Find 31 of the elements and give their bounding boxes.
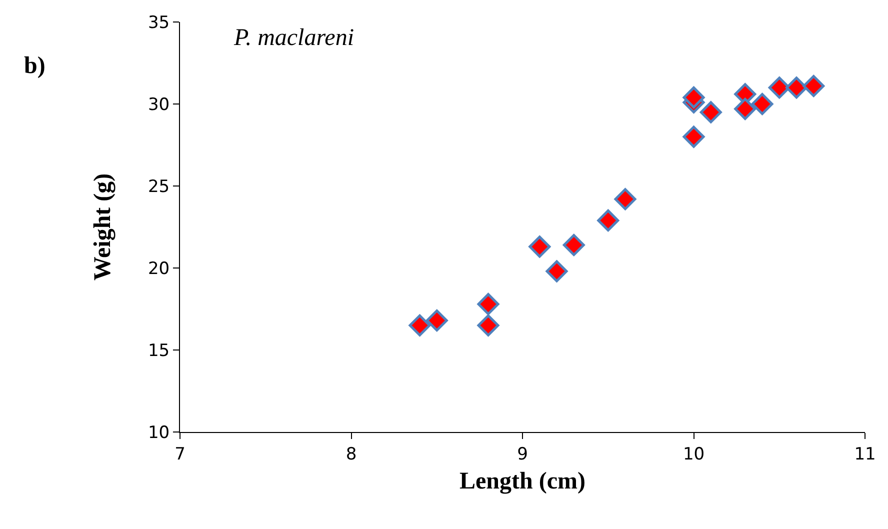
point xyxy=(408,314,431,336)
point xyxy=(682,126,705,148)
x-tick-label: 8 xyxy=(346,444,357,464)
y-tick-label: 10 xyxy=(148,422,170,443)
x-axis-title: Length (cm) xyxy=(460,468,586,495)
point xyxy=(786,76,808,99)
point xyxy=(700,101,722,124)
point xyxy=(751,93,774,115)
text: b) xyxy=(24,53,46,79)
x-tick-label: 11 xyxy=(854,444,876,464)
point xyxy=(597,209,620,232)
point xyxy=(802,74,825,97)
x-tick-label: 9 xyxy=(517,444,528,464)
point xyxy=(734,98,756,120)
y-tick-label: 35 xyxy=(148,12,170,33)
point xyxy=(528,236,551,258)
x-tick-label: 10 xyxy=(682,444,705,464)
point xyxy=(426,309,448,332)
point xyxy=(562,234,585,256)
point xyxy=(477,293,500,316)
point xyxy=(614,188,636,210)
y-axis-title: Weight (g) xyxy=(90,173,116,281)
y-tick-label: 30 xyxy=(148,94,170,115)
y-tick-label: 25 xyxy=(148,176,170,197)
y-tick-label: 20 xyxy=(148,258,170,279)
x-tick-label: 7 xyxy=(174,444,186,464)
point xyxy=(682,86,705,108)
annotation: P. maclareni xyxy=(233,25,354,51)
y-tick-label: 15 xyxy=(148,340,170,361)
point xyxy=(477,314,500,336)
point xyxy=(546,260,568,282)
